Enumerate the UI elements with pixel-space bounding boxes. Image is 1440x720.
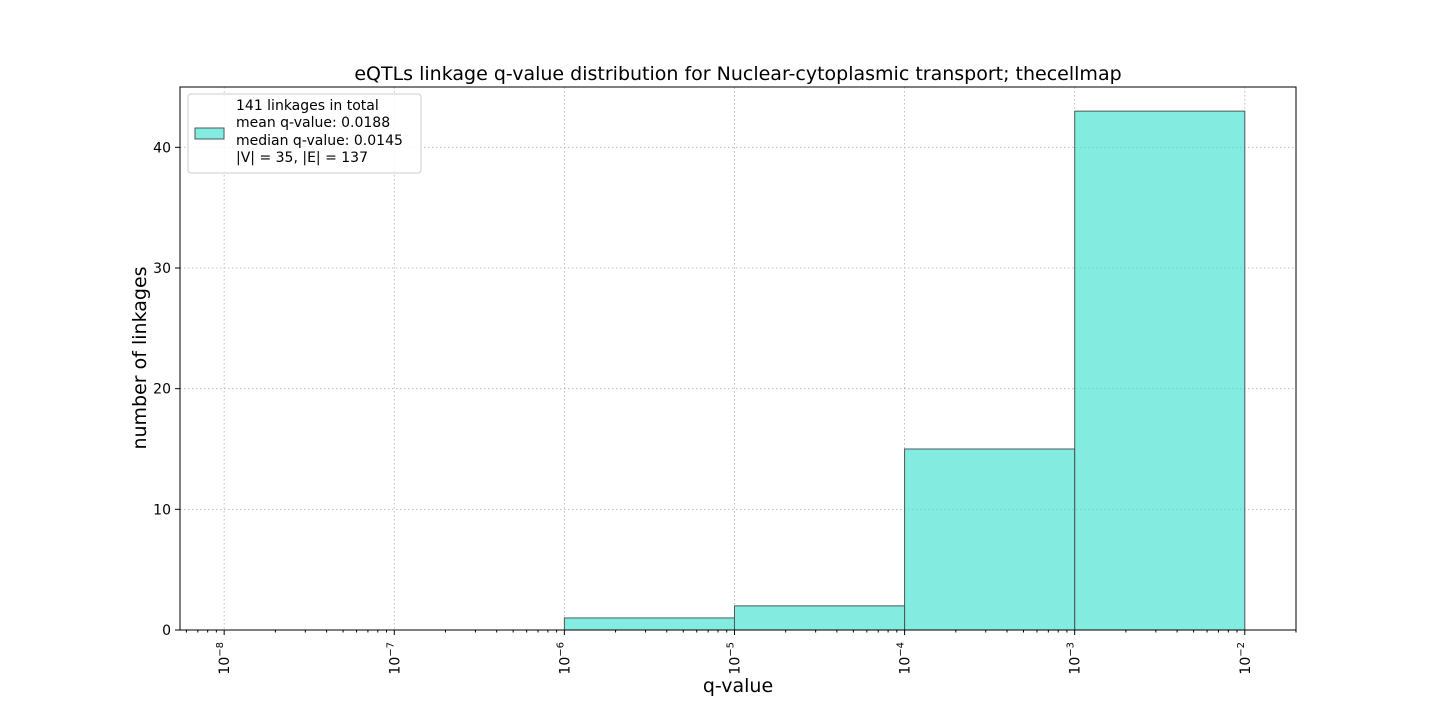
legend-swatch — [194, 127, 225, 140]
x-tick-label: 10−4 — [896, 642, 914, 675]
y-tick-label: 40 — [153, 140, 171, 156]
y-tick-label: 0 — [162, 623, 171, 639]
chart-title: eQTLs linkage q-value distribution for N… — [354, 63, 1121, 85]
x-tick-exponent: −7 — [385, 642, 396, 657]
x-tick-label: 10−7 — [385, 642, 403, 675]
legend-line-graph-size: |V| = 35, |E| = 137 — [236, 150, 368, 166]
x-tick-exponent: −3 — [1066, 642, 1077, 657]
x-tick-exponent: −6 — [555, 642, 566, 657]
legend-line-total: 141 linkages in total — [236, 98, 379, 114]
legend: 141 linkages in total mean q-value: 0.01… — [187, 93, 422, 174]
legend-frame — [187, 93, 422, 174]
x-tick-label: 10−3 — [1066, 642, 1084, 675]
x-tick-label: 10−6 — [555, 642, 573, 675]
legend-line-mean: mean q-value: 0.0188 — [236, 115, 390, 131]
x-tick-exponent: −4 — [896, 642, 907, 657]
y-axis-label: number of linkages — [129, 266, 151, 449]
legend-line-median: median q-value: 0.0145 — [236, 133, 403, 149]
y-tick-label: 30 — [153, 261, 171, 277]
plot-area-frame — [179, 86, 1297, 631]
histogram-bar — [904, 448, 1076, 631]
histogram-bar — [1074, 110, 1246, 631]
x-axis-ticks: 10−8 10−7 10−6 10−5 10−4 10−3 10−2 — [185, 630, 1297, 675]
histogram-bar — [733, 605, 906, 631]
x-tick-label: 10−8 — [215, 642, 233, 675]
histogram-bars — [563, 110, 1246, 631]
y-axis-ticks: 0 10 20 30 40 — [153, 140, 180, 639]
x-tick-label: 10−2 — [1236, 642, 1254, 675]
histogram-bar — [563, 617, 735, 631]
x-tick-exponent: −5 — [725, 642, 736, 657]
x-tick-label: 10−5 — [725, 642, 743, 675]
x-tick-exponent: −8 — [215, 642, 226, 657]
y-tick-label: 10 — [153, 502, 171, 518]
x-tick-exponent: −2 — [1236, 642, 1247, 657]
x-axis-label: q-value — [703, 675, 773, 697]
y-tick-label: 20 — [153, 382, 171, 398]
